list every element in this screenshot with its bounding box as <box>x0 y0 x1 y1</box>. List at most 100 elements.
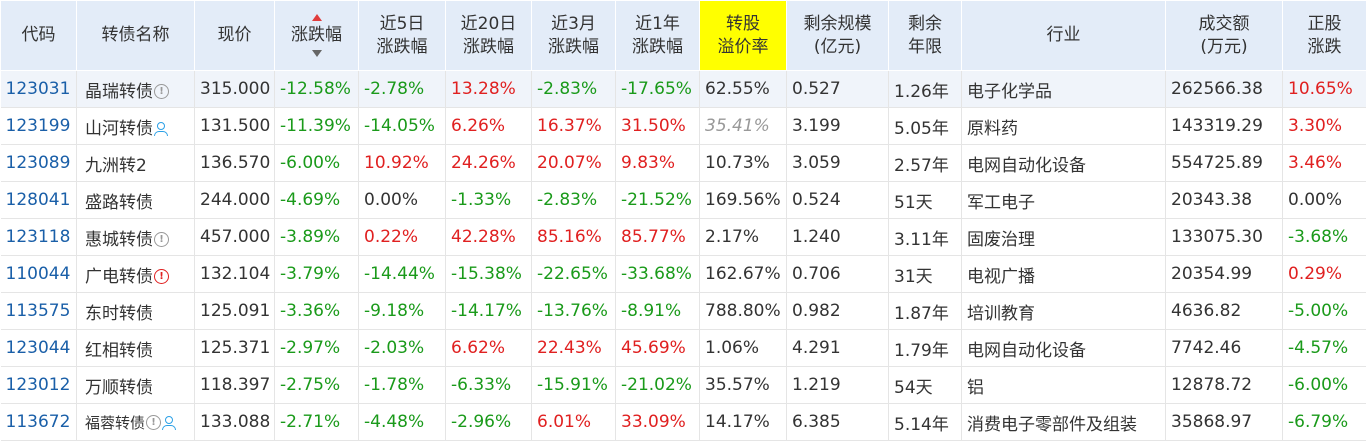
table-row[interactable]: 123118 惠城转债! 457.000 -3.89% 0.22% 42.28% 85.16… <box>0 218 1366 256</box>
cell-change: -6.00% <box>274 144 359 182</box>
cell-name[interactable]: 万顺转债 <box>76 366 195 404</box>
cell-scale: 0.982 <box>786 292 889 330</box>
column-header-industry[interactable]: 行业 <box>961 0 1166 71</box>
column-header-term[interactable]: 剩余 年限 <box>888 0 962 71</box>
cell-term: 31天 <box>888 255 962 293</box>
column-header-chg1y[interactable]: 近1年 涨跌幅 <box>615 0 700 71</box>
bond-name[interactable]: 福蓉转债 <box>85 413 146 432</box>
column-header-label: 现价 <box>217 25 252 45</box>
info-grey-icon[interactable]: ! <box>154 84 169 99</box>
cell-chg5d: -1.78% <box>358 366 446 404</box>
column-header-chg5d[interactable]: 近5日 涨跌幅 <box>358 0 446 71</box>
bond-name[interactable]: 红相转债 <box>85 340 153 361</box>
cell-chg3m: -15.91% <box>531 366 616 404</box>
cell-change: -3.89% <box>274 218 359 256</box>
table-row[interactable]: 123031 晶瑞转债! 315.000 -12.58% -2.78% 13.28% -2.… <box>0 70 1366 108</box>
cell-industry: 铝 <box>961 366 1166 404</box>
cell-code[interactable]: 123089 <box>0 144 77 182</box>
table-row[interactable]: 123199 山河转债 131.500 -11.39% -14.05% 6.26% 16.3… <box>0 107 1366 145</box>
cell-chg3m: 6.01% <box>531 403 616 441</box>
cell-name[interactable]: 盛路转债 <box>76 181 195 219</box>
info-grey-icon[interactable]: ! <box>154 232 169 247</box>
column-header-change[interactable]: 涨跌幅 <box>274 0 359 71</box>
cell-chg1y: 9.83% <box>615 144 700 182</box>
cell-stock_change: -6.00% <box>1282 366 1366 404</box>
table-row[interactable]: 123089 九洲转2 136.570 -6.00% 10.92% 24.26% 20.07… <box>0 144 1366 182</box>
column-header-label: 近5日 <box>379 13 425 34</box>
cell-volume: 554725.89 <box>1165 144 1283 182</box>
cell-price: 136.570 <box>194 144 275 182</box>
alert-red-icon[interactable]: ! <box>154 269 169 284</box>
cell-term: 2.57年 <box>888 144 962 182</box>
bond-name[interactable]: 广电转债 <box>85 266 153 287</box>
info-grey-icon[interactable]: ! <box>146 415 162 430</box>
table-row[interactable]: 123044 红相转债 125.371 -2.97% -2.03% 6.62% 22.43%… <box>0 329 1366 367</box>
table-row[interactable]: 113672 福蓉转债! 133.088 -2.71% -4.48% -2.96% 6.01… <box>0 403 1366 441</box>
cell-chg1y: 33.09% <box>615 403 700 441</box>
cell-chg5d: -2.03% <box>358 329 446 367</box>
cell-name[interactable]: 山河转债 <box>76 107 195 145</box>
cell-code[interactable]: 123118 <box>0 218 77 256</box>
cell-chg1y: -21.52% <box>615 181 700 219</box>
bond-name[interactable]: 惠城转债 <box>85 229 153 250</box>
cell-industry: 电网自动化设备 <box>961 144 1166 182</box>
cell-scale: 0.527 <box>786 70 889 108</box>
cell-code[interactable]: 123199 <box>0 107 77 145</box>
table-row[interactable]: 128041 盛路转债 244.000 -4.69% 0.00% -1.33% -2.83%… <box>0 181 1366 219</box>
cell-industry: 电视广播 <box>961 255 1166 293</box>
cell-term: 1.79年 <box>888 329 962 367</box>
column-header-chg20d[interactable]: 近20日 涨跌幅 <box>445 0 532 71</box>
cell-name[interactable]: 惠城转债! <box>76 218 195 256</box>
bond-name[interactable]: 九洲转2 <box>85 155 147 176</box>
bond-name[interactable]: 万顺转债 <box>85 377 153 398</box>
table-row[interactable]: 110044 广电转债! 132.104 -3.79% -14.44% -15.38% -2… <box>0 255 1366 293</box>
bond-name[interactable]: 山河转债 <box>85 118 153 139</box>
cell-chg3m: -2.83% <box>531 181 616 219</box>
cell-code[interactable]: 113672 <box>0 403 77 441</box>
cell-chg1y: 31.50% <box>615 107 700 145</box>
cell-code[interactable]: 123012 <box>0 366 77 404</box>
column-header-volume[interactable]: 成交额 (万元) <box>1165 0 1283 71</box>
cell-chg1y: -21.02% <box>615 366 700 404</box>
cell-term: 5.05年 <box>888 107 962 145</box>
cell-name[interactable]: 晶瑞转债! <box>76 70 195 108</box>
cell-industry: 电网自动化设备 <box>961 329 1166 367</box>
cell-chg3m: -22.65% <box>531 255 616 293</box>
table-row[interactable]: 113575 东时转债 125.091 -3.36% -9.18% -14.17% -13.… <box>0 292 1366 330</box>
cell-name[interactable]: 红相转债 <box>76 329 195 367</box>
cell-name[interactable]: 九洲转2 <box>76 144 195 182</box>
cell-chg3m: -2.83% <box>531 70 616 108</box>
column-header-label: 剩余 <box>908 13 942 34</box>
cell-code[interactable]: 123031 <box>0 70 77 108</box>
cell-code[interactable]: 113575 <box>0 292 77 330</box>
bond-name[interactable]: 盛路转债 <box>85 192 153 213</box>
bond-name[interactable]: 晶瑞转债 <box>85 81 153 102</box>
column-header-name[interactable]: 转债名称 <box>76 0 195 71</box>
column-header-code[interactable]: 代码 <box>0 0 77 71</box>
column-header-scale[interactable]: 剩余规模 (亿元) <box>786 0 889 71</box>
column-header-premium[interactable]: 转股 溢价率 <box>699 0 787 71</box>
column-header-stock_change[interactable]: 正股 涨跌 <box>1282 0 1366 71</box>
column-header-price[interactable]: 现价 <box>194 0 275 71</box>
cell-name[interactable]: 东时转债 <box>76 292 195 330</box>
column-header-chg3m[interactable]: 近3月 涨跌幅 <box>531 0 616 71</box>
cell-code[interactable]: 128041 <box>0 181 77 219</box>
person-icon[interactable] <box>154 122 170 136</box>
column-header-label: 年限 <box>908 36 942 57</box>
cell-scale: 0.706 <box>786 255 889 293</box>
cell-industry: 军工电子 <box>961 181 1166 219</box>
cell-volume: 4636.82 <box>1165 292 1283 330</box>
cell-code[interactable]: 110044 <box>0 255 77 293</box>
cell-name[interactable]: 福蓉转债! <box>76 403 195 441</box>
sort-down-arrow-icon[interactable] <box>311 50 322 57</box>
cell-volume: 143319.29 <box>1165 107 1283 145</box>
bond-name[interactable]: 东时转债 <box>85 303 153 324</box>
table-row[interactable]: 123012 万顺转债 118.397 -2.75% -1.78% -6.33% -15.9… <box>0 366 1366 404</box>
cell-code[interactable]: 123044 <box>0 329 77 367</box>
cell-change: -12.58% <box>274 70 359 108</box>
cell-premium: 14.17% <box>699 403 787 441</box>
cell-name[interactable]: 广电转债! <box>76 255 195 293</box>
sort-up-arrow-icon[interactable] <box>311 14 322 21</box>
cell-chg5d: 10.92% <box>358 144 446 182</box>
person-icon[interactable] <box>162 416 178 430</box>
